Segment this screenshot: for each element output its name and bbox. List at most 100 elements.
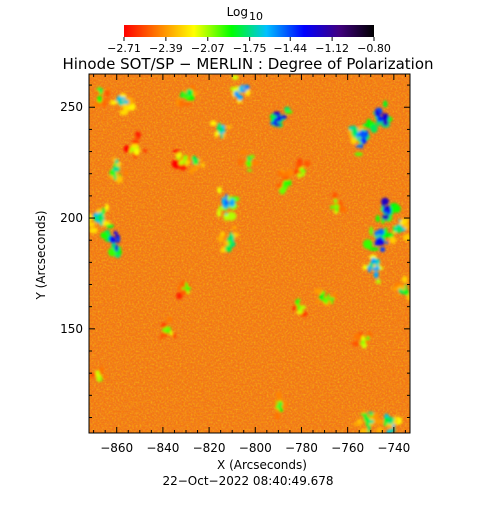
timestamp: 22−Oct−2022 08:40:49.678 [162,474,333,488]
x-tick-label: −840 [146,441,179,455]
x-tick-label: −740 [377,441,410,455]
polarization-halo [159,334,163,340]
polarization-patch [327,293,330,299]
polarization-patch [371,257,376,264]
polarization-patch [186,88,193,96]
polarization-patch [366,130,369,133]
polarization-halo [90,373,95,377]
polarization-patch [367,425,370,433]
polarization-patch [216,126,220,131]
polarization-patch [372,267,379,271]
polarization-patch [333,198,338,204]
polarization-patch [382,113,389,121]
colorbar-title: Log [227,5,248,19]
polarization-patch [380,247,386,252]
polarization-patch [111,237,116,244]
polarization-halo [89,213,93,222]
polarization-patch [114,244,119,252]
y-tick-label: 250 [60,100,83,114]
polarization-halo [333,293,338,301]
polarization-patch [246,169,253,172]
polarization-halo [244,88,251,97]
polarization-halo [176,292,183,300]
polarization-halo [292,305,296,311]
polarization-patch [384,417,390,423]
polarization-patch [182,155,189,161]
polarization-patch [123,100,129,104]
polarization-patch [109,168,115,176]
polarization-halo [396,284,405,291]
polarization-patch [178,160,184,166]
polarization-patch [96,88,99,91]
polarization-halo [231,225,238,230]
x-tick-label: −780 [285,441,318,455]
polarization-patch [229,198,235,207]
polarization-halo [124,170,128,177]
polarization-halo [143,149,148,153]
polarization-patch [368,419,375,424]
polarization-halo [220,248,227,253]
polarization-halo [104,90,110,97]
polarization-halo [373,418,384,425]
polarization-patch [356,132,359,140]
polarization-patch [269,122,277,125]
heatmap-image [89,74,410,433]
polarization-patch [319,293,324,301]
polarization-halo [172,333,177,339]
polarization-patch [112,167,119,172]
polarization-patch [246,158,253,162]
y-tick-label: 200 [60,211,83,225]
polarization-patch [296,311,301,315]
colorbar-tick-label: −1.12 [315,42,349,55]
y-axis: 150 200 250 [60,84,410,418]
polarization-halo [399,220,406,226]
polarization-halo [250,160,260,166]
polarization-halo [178,100,184,108]
polarization-halo [375,279,381,284]
polarization-patch [96,376,102,382]
polarization-halo [389,236,397,244]
polarization-patch [389,428,396,433]
colorbar-tick-label: −1.44 [273,42,307,55]
polarization-halo [89,227,99,234]
polarization-patch [378,238,385,246]
x-tick-label: −820 [193,441,226,455]
polarization-patch [233,90,240,97]
polarization-halo [238,150,248,155]
polarization-halo [225,125,232,129]
polarization-patch [97,95,102,98]
polarization-patch [325,296,328,298]
y-axis-label: Y (Arcseconds) [34,210,48,300]
polarization-patch [179,94,185,98]
polarization-halo [209,120,217,126]
polarization-halo [108,247,118,257]
polarization-halo [303,160,311,167]
polarization-patch [231,238,235,243]
polarization-patch [366,335,370,341]
polarization-patch [229,231,233,237]
polarization-halo [383,100,388,108]
polarization-halo [119,109,128,116]
polarization-patch [244,162,252,165]
polarization-patch [297,174,303,178]
polarization-patch [186,290,190,295]
polarization-halo [332,192,338,199]
polarization-patch [287,179,292,186]
polarization-patch [355,144,362,148]
polarization-patch [225,245,232,253]
polarization-halo [284,110,293,114]
polarization-patch [388,417,395,422]
polarization-patch [373,271,379,279]
polarization-halo [392,204,401,213]
polarization-patch [186,97,191,101]
polarization-patch [300,305,307,310]
polarization-patch [131,144,138,148]
polarization-patch [322,297,327,303]
polarization-patch [273,123,282,127]
polarization-patch [282,182,288,188]
polarization-halo [362,264,367,271]
polarization-patch [376,117,383,122]
polarization-patch [97,96,103,103]
polarization-halo [352,422,361,426]
